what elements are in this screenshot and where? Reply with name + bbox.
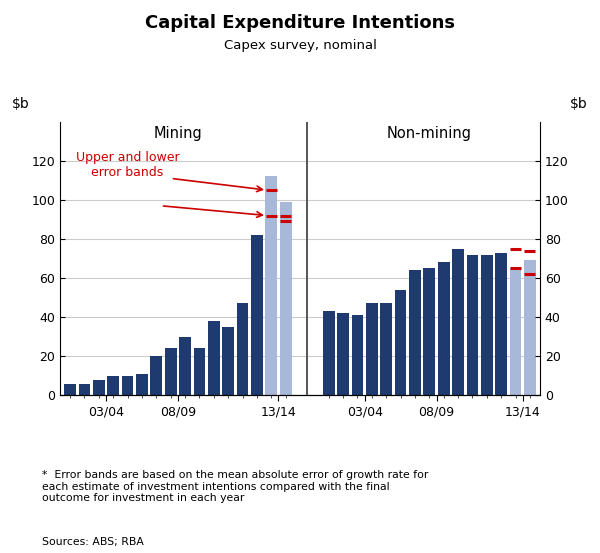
Bar <box>107 376 119 395</box>
Text: Sources: ABS; RBA: Sources: ABS; RBA <box>42 538 144 547</box>
Bar <box>524 260 536 395</box>
Bar <box>509 268 521 395</box>
Text: $b: $b <box>570 97 588 111</box>
Bar <box>323 311 335 395</box>
Text: Capital Expenditure Intentions: Capital Expenditure Intentions <box>145 14 455 32</box>
Text: Upper and lower
error bands: Upper and lower error bands <box>76 150 179 179</box>
Text: *  Error bands are based on the mean absolute error of growth rate for
each esti: * Error bands are based on the mean abso… <box>42 470 428 503</box>
Bar <box>222 327 234 395</box>
Text: $b: $b <box>12 97 30 111</box>
Bar <box>136 374 148 395</box>
Text: Mining: Mining <box>154 126 202 140</box>
Text: Non-mining: Non-mining <box>387 126 472 140</box>
Bar <box>236 304 248 395</box>
Bar <box>194 348 205 395</box>
Bar <box>409 270 421 395</box>
Bar <box>380 304 392 395</box>
Bar <box>438 263 449 395</box>
Bar <box>151 356 162 395</box>
Bar <box>337 313 349 395</box>
Bar <box>251 235 263 395</box>
Bar <box>496 253 507 395</box>
Bar <box>64 384 76 395</box>
Bar <box>467 254 478 395</box>
Bar <box>352 315 364 395</box>
Bar <box>395 290 406 395</box>
Bar <box>208 321 220 395</box>
Bar <box>280 202 292 395</box>
Bar <box>165 348 176 395</box>
Bar <box>93 380 104 395</box>
Bar <box>424 268 435 395</box>
Bar <box>452 249 464 395</box>
Bar <box>179 337 191 395</box>
Bar <box>366 304 378 395</box>
Text: Capex survey, nominal: Capex survey, nominal <box>224 39 376 52</box>
Bar <box>481 254 493 395</box>
Bar <box>265 176 277 395</box>
Bar <box>122 376 133 395</box>
Bar <box>79 384 91 395</box>
